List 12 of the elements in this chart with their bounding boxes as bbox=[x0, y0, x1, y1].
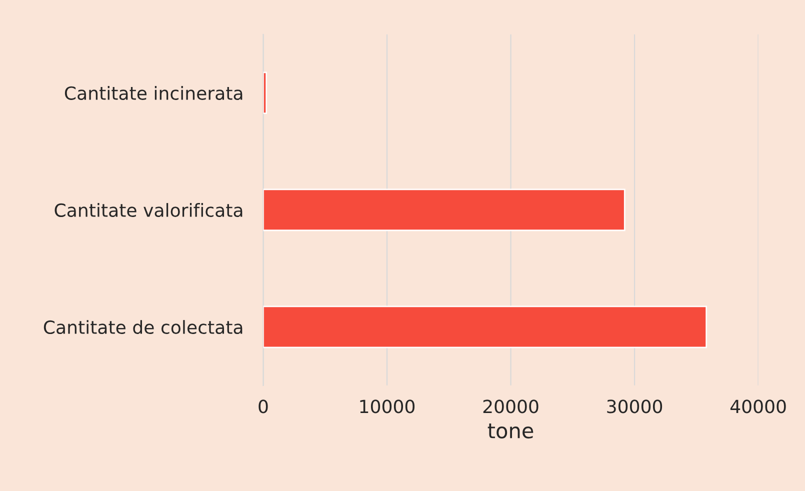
x-tick-label: 10000 bbox=[360, 400, 415, 414]
x-tick-label: 40000 bbox=[730, 400, 786, 414]
bar bbox=[263, 188, 626, 232]
y-tick-label: Cantitate de colectata bbox=[44, 320, 242, 334]
x-tick-label: 30000 bbox=[607, 400, 662, 414]
y-tick-label: Cantitate incinerata bbox=[64, 86, 242, 100]
x-tick-label: 20000 bbox=[483, 400, 538, 414]
x-tick-label: 0 bbox=[258, 400, 268, 414]
x-axis-title: tone bbox=[488, 424, 534, 438]
y-tick-label: Cantitate valorificata bbox=[54, 203, 242, 218]
bar bbox=[263, 306, 708, 348]
bar bbox=[263, 72, 268, 114]
